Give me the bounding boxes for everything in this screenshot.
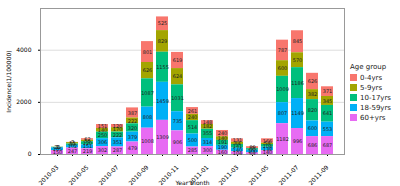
svg-text:240: 240	[188, 114, 198, 120]
svg-text:820: 820	[308, 107, 318, 113]
svg-text:2011-09: 2011-09	[307, 163, 330, 186]
svg-text:626: 626	[143, 67, 153, 73]
svg-text:300: 300	[203, 147, 213, 153]
svg-text:624: 624	[173, 73, 183, 79]
svg-text:285: 285	[188, 147, 198, 153]
svg-text:525: 525	[158, 20, 168, 26]
svg-text:148: 148	[202, 119, 213, 126]
svg-text:379: 379	[128, 134, 138, 140]
svg-text:1309: 1309	[156, 134, 169, 140]
svg-text:191: 191	[217, 139, 228, 146]
svg-text:287: 287	[113, 147, 123, 153]
html-text:60+yrs: 60+yrs	[360, 113, 386, 122]
svg-text:553: 553	[323, 126, 333, 132]
svg-text:104: 104	[233, 150, 243, 156]
svg-text:626: 626	[308, 78, 318, 84]
svg-text:1459: 1459	[156, 98, 169, 104]
html-text:0-4yrs: 0-4yrs	[360, 73, 383, 82]
svg-text:306: 306	[98, 139, 108, 145]
svg-text:64: 64	[249, 150, 255, 156]
svg-text:619: 619	[173, 57, 183, 63]
svg-text:687: 687	[323, 142, 333, 148]
svg-text:345: 345	[323, 98, 333, 104]
svg-text:170: 170	[112, 126, 123, 133]
svg-text:314: 314	[203, 139, 213, 145]
svg-text:250: 250	[98, 132, 108, 138]
svg-text:140: 140	[217, 135, 228, 142]
svg-text:1182: 1182	[276, 136, 289, 142]
svg-text:2011-05: 2011-05	[247, 163, 270, 186]
svg-text:2010-09: 2010-09	[127, 163, 150, 186]
svg-text:222: 222	[128, 117, 138, 123]
svg-text:222: 222	[113, 132, 123, 138]
svg-text:Year month: Year month	[174, 179, 209, 186]
svg-text:371: 371	[323, 88, 333, 94]
svg-text:0: 0	[28, 150, 32, 157]
svg-text:1186: 1186	[291, 80, 304, 86]
svg-text:240: 240	[217, 130, 228, 137]
svg-text:1149: 1149	[291, 110, 304, 116]
svg-text:190: 190	[217, 144, 228, 151]
svg-text:1087: 1087	[141, 90, 154, 96]
svg-text:160: 160	[218, 149, 228, 155]
svg-text:2010-05: 2010-05	[67, 163, 90, 186]
svg-text:801: 801	[143, 49, 153, 55]
svg-text:Incidence(1/100000): Incidence(1/100000)	[5, 50, 12, 112]
svg-text:829: 829	[158, 38, 168, 44]
svg-text:1031: 1031	[171, 95, 184, 101]
svg-text:219: 219	[83, 148, 93, 154]
svg-text:2000: 2000	[16, 98, 31, 105]
html-text:18-59yrs: 18-59yrs	[360, 103, 391, 112]
svg-text:600: 600	[308, 125, 318, 131]
svg-text:686: 686	[308, 142, 318, 148]
svg-text:355: 355	[203, 130, 213, 136]
svg-text:641: 641	[323, 110, 333, 116]
svg-text:1155: 1155	[156, 64, 169, 70]
svg-text:382: 382	[308, 91, 318, 97]
svg-text:320: 320	[128, 125, 138, 131]
svg-text:151: 151	[82, 143, 93, 150]
svg-text:600: 600	[278, 65, 288, 71]
svg-text:2010-03: 2010-03	[37, 163, 60, 186]
svg-text:514: 514	[188, 124, 198, 130]
svg-text:102: 102	[67, 143, 78, 150]
svg-text:570: 570	[293, 57, 303, 63]
svg-text:906: 906	[173, 139, 183, 145]
svg-text:150: 150	[53, 149, 63, 155]
svg-text:996: 996	[293, 138, 303, 144]
svg-text:735: 735	[173, 118, 183, 124]
svg-text:4000: 4000	[16, 46, 31, 53]
svg-text:845: 845	[293, 38, 303, 44]
html-text:Age group: Age group	[350, 62, 387, 71]
svg-text:1008: 1008	[141, 138, 154, 144]
svg-text:351: 351	[113, 139, 123, 145]
svg-text:302: 302	[98, 147, 108, 153]
svg-text:182: 182	[203, 123, 213, 129]
html-text:10-17yrs: 10-17yrs	[360, 93, 391, 102]
svg-text:807: 807	[278, 110, 288, 116]
svg-text:808: 808	[143, 114, 153, 120]
svg-text:261: 261	[188, 108, 198, 114]
svg-text:2011-03: 2011-03	[217, 163, 240, 186]
svg-text:140: 140	[263, 149, 273, 155]
html-text:5-9yrs: 5-9yrs	[360, 83, 383, 92]
svg-text:787: 787	[278, 47, 288, 53]
svg-text:479: 479	[128, 145, 138, 151]
svg-text:140: 140	[97, 126, 108, 133]
svg-text:247: 247	[68, 148, 78, 154]
svg-text:1009: 1009	[276, 86, 289, 92]
svg-text:2010-07: 2010-07	[97, 163, 120, 186]
svg-text:387: 387	[128, 110, 138, 116]
svg-text:500: 500	[188, 137, 198, 143]
svg-text:2011-07: 2011-07	[277, 163, 300, 186]
